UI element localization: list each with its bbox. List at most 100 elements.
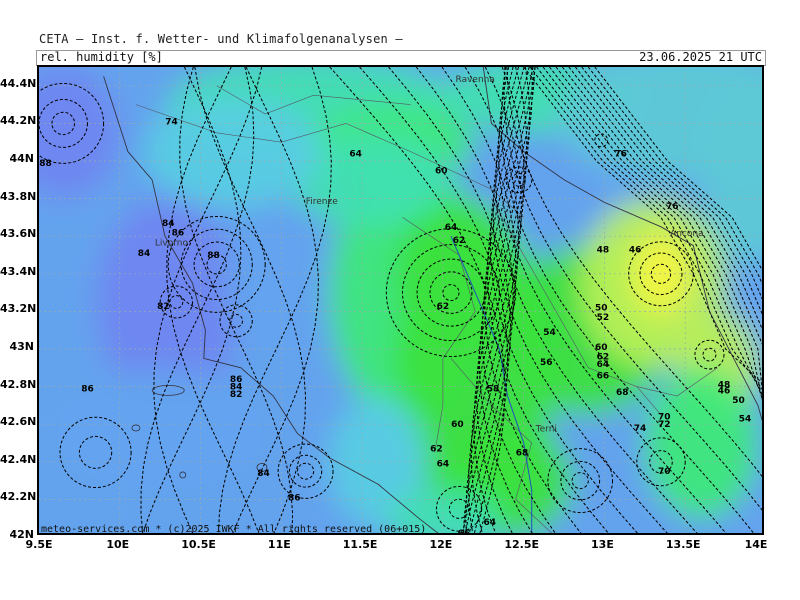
contour-ring <box>78 435 113 469</box>
contour-value-label: 48 <box>718 381 731 391</box>
contour-line <box>465 67 522 533</box>
contour-value-label: 62 <box>597 353 610 363</box>
contour-line <box>549 67 762 401</box>
contour-line <box>536 67 762 396</box>
contour-line <box>476 67 533 533</box>
contour-value-label: 64 <box>437 460 450 470</box>
contour-value-label: 62 <box>437 302 450 312</box>
contour-ring <box>167 215 266 313</box>
contour-ring <box>51 111 76 136</box>
contour-line <box>594 67 762 271</box>
lon-tick-label: 10E <box>106 538 130 551</box>
field-blob <box>701 76 762 265</box>
contour-ring <box>219 304 253 338</box>
contour-line <box>217 67 332 533</box>
datetime-label: 23.06.2025 21 UTC <box>639 50 762 64</box>
contour-value-label: 84 <box>230 383 243 393</box>
contour-ring <box>649 450 673 474</box>
grid-layer <box>39 67 762 533</box>
contour-ring <box>636 437 686 487</box>
contour-ring <box>594 133 609 148</box>
map-area: 88 74 64 60 76 76 84 86 84 88 82 64 62 48 46 62 50 52 54 56… <box>37 65 764 535</box>
field-blob <box>289 132 451 227</box>
contour-ring <box>571 472 589 490</box>
contour-ring <box>288 454 323 488</box>
lat-tick-label: 42.8N <box>0 377 37 391</box>
lon-tick-label: 11.5E <box>342 538 378 551</box>
contour-ring <box>416 258 486 327</box>
contour-line <box>232 67 319 533</box>
contour-line <box>153 67 263 533</box>
lat-tick-label: 43.4N <box>0 264 37 278</box>
river-tiber <box>450 236 533 533</box>
lat-tick-label: 44.2N <box>0 114 37 128</box>
contour-ring <box>511 172 526 187</box>
contour-value-label: 66 <box>458 529 471 535</box>
contour-value-label: 54 <box>543 328 556 338</box>
contour-value-label: 88 <box>39 159 52 169</box>
contour-line <box>415 67 514 533</box>
contour-ring <box>169 295 184 309</box>
contour-line <box>581 67 762 300</box>
island-pianosa <box>131 424 141 432</box>
region-border <box>402 217 476 453</box>
lon-tick-label: 12E <box>429 538 453 551</box>
contour-line <box>142 67 242 533</box>
city-label: Livorno <box>155 239 189 249</box>
contour-value-label: 74 <box>634 424 647 434</box>
city-label: Ancona <box>670 229 704 239</box>
contour-value-label: 76 <box>614 149 627 159</box>
lat-tick-label: 44.4N <box>0 76 37 90</box>
contour-value-label: 84 <box>162 219 175 229</box>
contour-value-label: 46 <box>629 245 642 255</box>
contour-line <box>529 67 762 390</box>
coastline-tyrrhenian <box>103 76 439 533</box>
lat-tick-label: 44N <box>9 152 34 165</box>
lat-tick-label: 42.4N <box>0 452 37 466</box>
lat-tick-label: 43N <box>9 340 34 353</box>
lat-tick-label: 42N <box>9 528 34 541</box>
contour-line <box>194 67 307 533</box>
contour-value-label: 70 <box>658 413 671 423</box>
contour-line <box>587 67 762 285</box>
contour-value-label: 60 <box>451 420 464 430</box>
contour-line <box>467 67 525 533</box>
contour-ring <box>702 347 717 362</box>
contour-line <box>359 67 509 533</box>
contour-ring <box>180 228 253 301</box>
field-blob <box>329 396 427 528</box>
contour-value-label: 66 <box>597 371 610 381</box>
header-bar: rel. humidity [%] 23.06.2025 21 UTC <box>36 50 766 66</box>
contour-line <box>140 67 255 533</box>
contour-value-label: 48 <box>597 245 610 255</box>
contour-line <box>484 67 582 533</box>
contour-value-label: 64 <box>597 360 610 370</box>
contour-value-label: 88 <box>207 251 220 261</box>
region-border <box>450 358 553 533</box>
city-label: Firenze <box>306 197 338 207</box>
contour-value-label: 58 <box>487 384 500 394</box>
contour-ring <box>429 271 473 314</box>
contour-value-label: 70 <box>658 467 671 477</box>
contour-ring <box>39 98 88 148</box>
map-title: CETA — Inst. f. Wetter- und Klimafolgena… <box>39 32 403 46</box>
contour-value-label: 60 <box>595 343 608 353</box>
contour-value-label: 86 <box>288 494 301 504</box>
contour-value-label: 52 <box>597 313 610 323</box>
lon-tick-label: 14E <box>744 538 768 551</box>
contour-line <box>555 67 762 392</box>
field-blob <box>644 367 758 519</box>
contour-value-label: 82 <box>157 302 170 312</box>
copyright-credit: meteo-services.com * (c)2025 IWKF * All … <box>41 524 427 535</box>
field-blob <box>95 198 241 406</box>
contour-layer <box>39 67 762 533</box>
contour-line <box>329 67 506 533</box>
contour-ring <box>385 228 517 358</box>
contour-value-label: 62 <box>430 445 443 455</box>
contour-value-label: 68 <box>516 448 529 458</box>
contour-value-label: 86 <box>81 384 94 394</box>
contour-value-label: 82 <box>230 390 243 400</box>
contour-value-label: 56 <box>540 358 553 368</box>
contour-value-label: 72 <box>658 420 671 430</box>
